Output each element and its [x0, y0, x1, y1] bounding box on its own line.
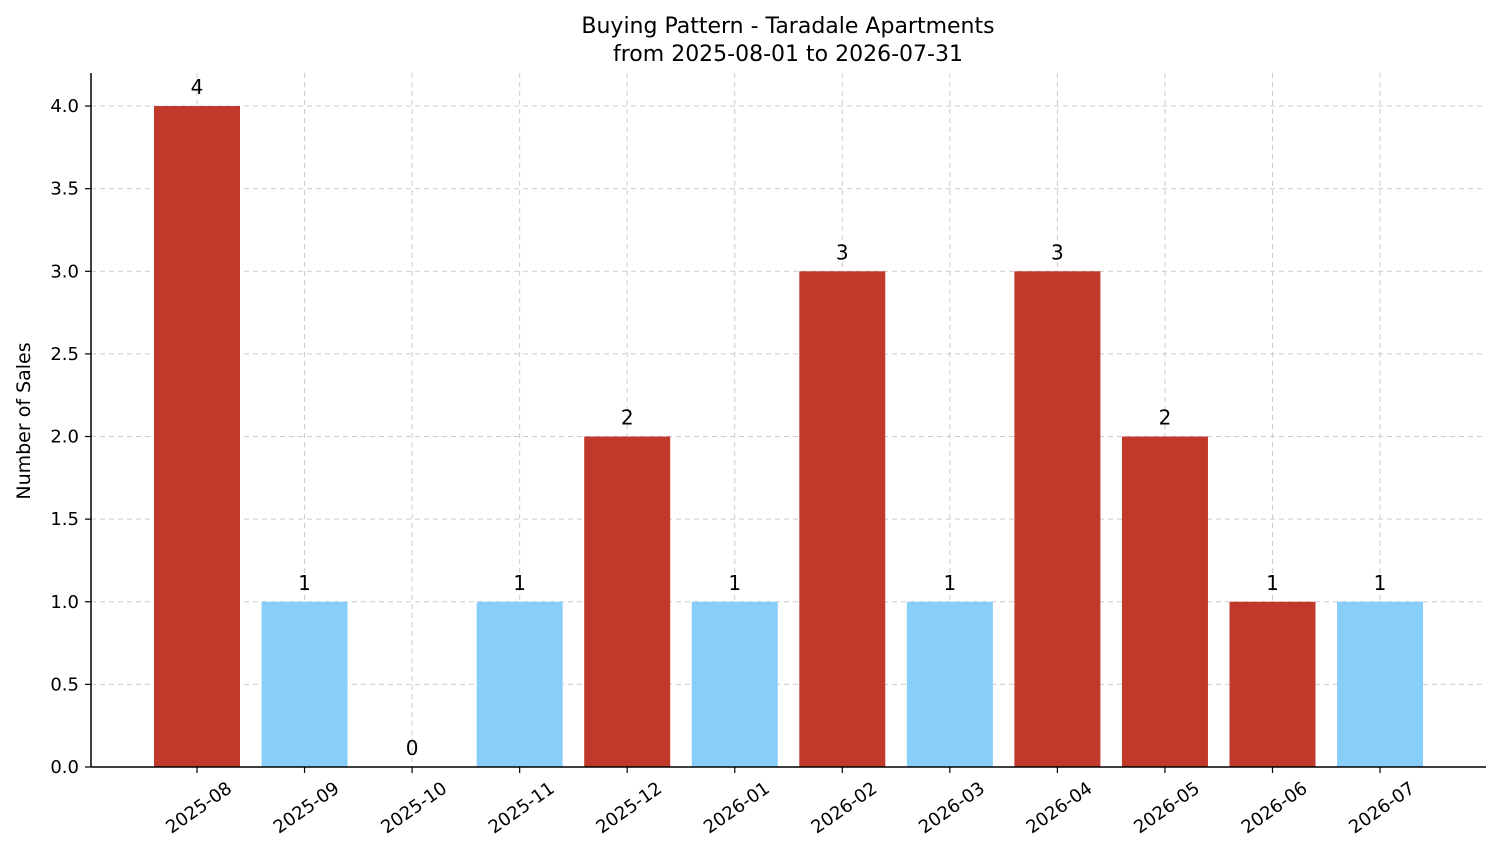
bar-2025-08: [154, 106, 240, 768]
x-tick-label: 2026-02: [808, 778, 882, 838]
chart-title: Buying Pattern - Taradale Apartments: [581, 14, 994, 39]
x-tick-label: 2025-11: [485, 778, 559, 838]
x-ticks-layer: 2025-08 2025-09 2025-10 2025-11 2025-12 2026-…: [162, 767, 1419, 838]
bars-layer: [154, 106, 1424, 768]
y-ticks-layer: 0.0 0.5 1.0 1.5 2.0 2.5 3.0 3.5 4.0: [50, 96, 91, 778]
data-label: 3: [1051, 240, 1064, 264]
y-tick-label: 0.0: [50, 757, 79, 778]
x-tick-label: 2026-03: [915, 778, 989, 838]
y-tick-label: 2.0: [50, 427, 79, 448]
data-label: 3: [836, 240, 849, 264]
y-tick-label: 3.0: [50, 261, 79, 282]
data-label: 1: [728, 571, 741, 595]
bar-2026-07: [1337, 601, 1424, 767]
x-tick-label: 2026-05: [1130, 778, 1204, 838]
x-tick-label: 2025-12: [592, 778, 666, 838]
data-label: 1: [1266, 571, 1279, 595]
y-tick-label: 1.5: [50, 509, 79, 530]
bar-2026-06: [1229, 601, 1316, 767]
y-tick-label: 3.5: [50, 179, 79, 200]
x-tick-label: 2026-01: [700, 778, 774, 838]
data-label: 0: [406, 736, 419, 760]
bar-2026-03: [906, 601, 993, 767]
bar-2026-02: [799, 271, 886, 767]
data-labels-layer: 4 1 0 1 2 1 3 1 3 2 1 1: [191, 75, 1387, 760]
chart-subtitle: from 2025-08-01 to 2026-07-31: [613, 42, 963, 67]
bar-2025-09: [261, 601, 348, 767]
data-label: 2: [1159, 406, 1172, 430]
data-label: 1: [513, 571, 526, 595]
y-tick-label: 2.5: [50, 344, 79, 365]
y-tick-label: 0.5: [50, 674, 79, 695]
bar-2026-05: [1121, 436, 1208, 767]
y-tick-label: 1.0: [50, 592, 79, 613]
data-label: 1: [943, 571, 956, 595]
data-label: 2: [621, 406, 634, 430]
x-tick-label: 2025-09: [270, 778, 344, 838]
y-tick-label: 4.0: [50, 96, 79, 117]
bar-2026-04: [1014, 271, 1101, 767]
x-tick-label: 2026-07: [1345, 778, 1419, 838]
x-tick-label: 2025-08: [162, 778, 236, 838]
x-tick-label: 2026-04: [1023, 778, 1097, 838]
bar-2026-01: [691, 601, 778, 767]
bar-2025-11: [476, 601, 563, 767]
data-label: 4: [191, 75, 204, 99]
data-label: 1: [298, 571, 311, 595]
data-label: 1: [1374, 571, 1387, 595]
x-tick-label: 2025-10: [377, 778, 451, 838]
bar-2025-12: [584, 436, 671, 767]
x-tick-label: 2026-06: [1238, 778, 1312, 838]
y-axis-label: Number of Sales: [13, 342, 35, 499]
